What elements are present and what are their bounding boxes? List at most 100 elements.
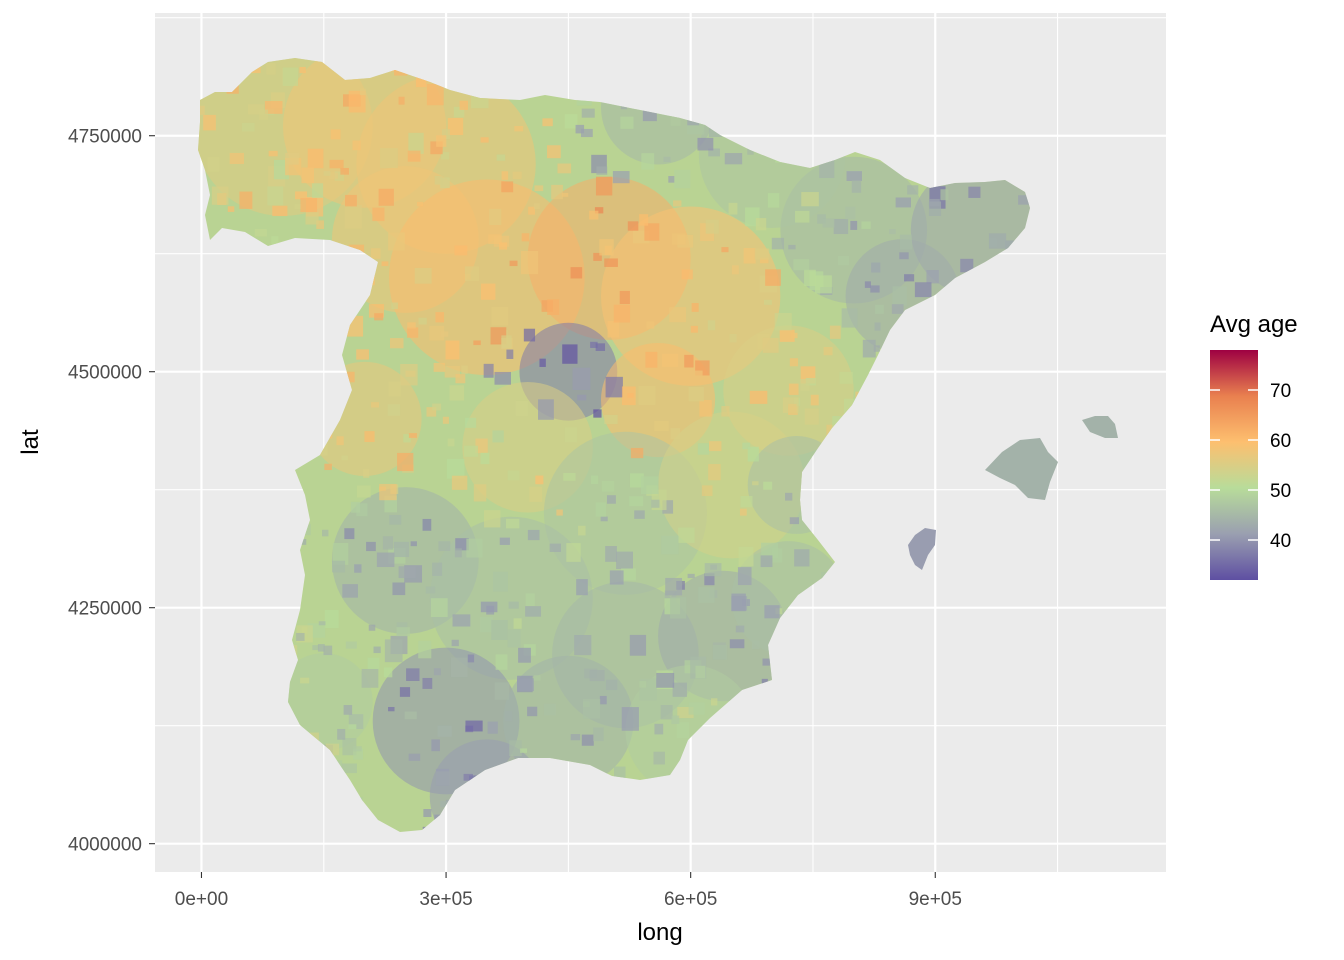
municipality-cell [451,639,459,647]
municipality-cell [660,704,673,720]
municipality-cell [861,221,871,229]
municipality-cell [499,242,508,250]
municipality-cell [423,809,432,818]
municipality-cell [705,219,719,234]
municipality-cell [521,233,530,242]
municipality-cell [535,475,544,485]
municipality-cell [533,675,541,681]
municipality-cell [668,176,675,183]
municipality-cell [435,312,445,323]
municipality-cell [426,83,444,106]
municipality-cell [653,751,665,765]
municipality-cell [805,377,816,386]
municipality-cell [621,568,636,581]
municipality-cell [697,137,714,151]
municipality-cell [452,614,471,627]
legend: Avg age 40 50 60 70 [1210,311,1298,580]
municipality-cell [904,274,915,282]
municipality-cell [442,416,449,424]
municipality-cell [342,738,357,756]
municipality-cell [433,362,446,372]
municipality-cell [341,763,357,774]
municipality-cell [434,175,443,185]
municipality-cell [440,177,450,189]
municipality-cell [446,458,465,479]
municipality-cell [695,665,706,679]
municipality-cell [742,442,751,450]
municipality-cell [332,542,349,565]
municipality-cell [687,573,695,579]
municipality-cell [613,304,631,323]
municipality-cell [534,185,544,192]
municipality-cell [356,503,368,517]
municipality-cell [739,508,747,516]
municipality-cell [343,705,353,715]
municipality-cell [562,192,569,197]
municipality-cell [425,586,436,594]
municipality-cell [728,202,738,215]
municipality-cell [654,723,664,735]
municipality-cell [486,605,495,615]
municipality-cell [447,438,455,447]
municipality-cell [455,374,466,384]
municipality-cell [227,206,235,212]
x-axis: 0e+00 3e+05 6e+05 9e+05 [175,872,962,910]
municipality-cell [738,546,754,567]
municipality-cell [451,475,468,490]
municipality-cell [241,122,255,132]
municipality-cell [285,152,299,165]
municipality-cell [491,619,508,640]
municipality-cell [634,510,645,519]
municipality-cell [422,677,433,689]
municipality-cell [767,193,780,208]
municipality-cell [595,343,606,351]
municipality-cell [873,345,880,352]
municipality-cell [601,481,615,492]
municipality-cell [356,349,369,360]
municipality-cell [268,150,278,157]
legend-tick-label: 60 [1270,431,1291,452]
municipality-cell [441,152,450,160]
municipality-cell [266,62,276,75]
municipality-cell [300,198,318,213]
municipality-cell [299,66,306,74]
municipality-cell [480,137,489,143]
municipality-cell [899,234,912,250]
municipality-cell [501,335,512,349]
municipality-cell [441,129,450,140]
municipality-cell [779,329,795,342]
municipality-cell [259,109,269,120]
municipality-cell [533,203,540,209]
municipality-cell [398,96,405,105]
municipality-cell [399,687,411,697]
municipality-cell [407,150,421,162]
municipality-cell [396,627,410,637]
municipality-cell [495,654,508,670]
municipality-cell [639,681,647,688]
municipality-cell [760,257,769,264]
municipality-cell [547,299,560,315]
municipality-cell [323,645,333,656]
municipality-cell [645,351,658,368]
municipality-cell [829,325,841,339]
x-tick-label: 0e+00 [175,889,228,910]
municipality-cell [754,248,770,260]
x-axis-title: long [637,919,682,946]
municipality-cell [366,541,376,552]
municipality-cell [466,538,483,558]
municipality-cell [539,358,546,367]
municipality-cell [492,430,504,443]
municipality-cell [239,191,253,209]
municipality-cell [229,152,245,164]
municipality-cell [393,541,410,558]
municipality-cell [551,184,563,200]
municipality-cell [447,117,464,136]
municipality-cell [507,629,521,648]
municipality-cell [543,703,556,716]
municipality-cell [459,100,468,110]
municipality-cell [330,129,341,140]
municipality-cell [662,500,674,514]
municipality-cell [359,88,366,96]
municipality-cell [473,484,487,502]
municipality-cell [440,331,449,337]
